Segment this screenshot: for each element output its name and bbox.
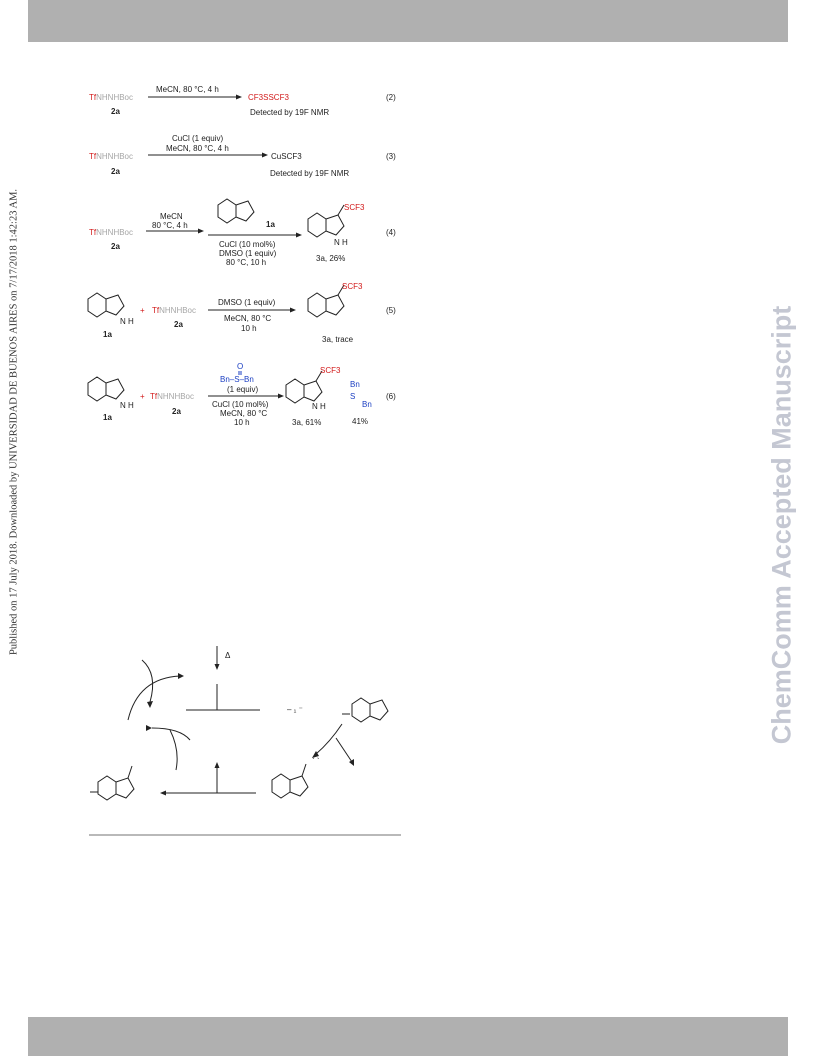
compound-2a-label: 2a [111,107,120,116]
figure-rule [89,834,401,836]
svg-text:+: + [140,392,145,401]
svg-text:DMSO (1 equiv): DMSO (1 equiv) [218,298,276,307]
svg-text:N H: N H [120,317,134,326]
footer-bar [28,1017,788,1056]
eq3-conditions-top: CuCl (1 equiv) [172,134,223,143]
svg-text:N H: N H [312,402,326,411]
svg-text:Bn: Bn [350,380,360,389]
svg-text:1a: 1a [266,220,275,229]
indole-1a-structure [217,198,255,224]
svg-text:MeCN, 80 °C: MeCN, 80 °C [220,409,267,418]
indole-structure [351,697,389,723]
eq2-conditions: MeCN, 80 °C, 4 h [156,85,219,94]
svg-text:1a: 1a [103,413,112,422]
indole-structure [271,763,309,799]
sulfoxide-oxygen: O [237,362,243,371]
svg-text:(5): (5) [386,306,396,315]
eq2-product: CF3SSCF3 [248,93,289,102]
svg-text:2a: 2a [174,320,183,329]
svg-text:3a, 26%: 3a, 26% [316,254,345,263]
header-bar [28,0,788,42]
indole-1a-structure [87,292,125,318]
product-3a-structure [307,204,345,238]
svg-text:10 h: 10 h [241,324,257,333]
indole-structure [97,765,135,801]
svg-text:SCF3: SCF3 [320,366,341,375]
svg-text:MeCN: MeCN [160,212,183,221]
svg-text:2a: 2a [172,407,181,416]
mechanism-cycle: Δ – ₁ ⁻ ` ` [90,646,389,801]
eq2-number: (2) [386,93,396,102]
reaction-scheme: TfNHNHBoc 2a MeCN, 80 °C, 4 h CF3SSCF3 D… [87,85,396,427]
svg-text:80 °C, 4 h: 80 °C, 4 h [152,221,188,230]
svg-text:TfNHNHBoc: TfNHNHBoc [89,93,133,102]
svg-text:3a, 61%: 3a, 61% [292,418,321,427]
nhnhboc-label: NHNHBoc [96,93,133,102]
product-3a-structure [285,370,323,404]
svg-text:CuCl (10 mol%): CuCl (10 mol%) [219,240,276,249]
fragment-label: – ₁ ⁻ [287,705,303,714]
equation-2: TfNHNHBoc 2a MeCN, 80 °C, 4 h CF3SSCF3 D… [89,85,396,117]
svg-text:(1 equiv): (1 equiv) [227,385,258,394]
eq2-note: Detected by 19F NMR [250,108,329,117]
svg-text:+: + [140,306,145,315]
svg-text:TfNHNHBoc: TfNHNHBoc [89,228,133,237]
svg-text:10 h: 10 h [234,418,250,427]
svg-text:2a: 2a [111,167,120,176]
equation-4: TfNHNHBoc 2a MeCN 80 °C, 4 h 1a CuCl (10… [89,198,396,267]
tf-label: Tf [89,93,97,102]
svg-text:3a, trace: 3a, trace [322,335,354,344]
svg-text:TfNHNHBoc: TfNHNHBoc [152,306,196,315]
indole-1a-structure [87,376,125,402]
svg-text:41%: 41% [352,417,368,426]
sulfoxide: Bn–S–Bn [220,375,254,384]
equation-6: N H 1a + TfNHNHBoc 2a O Bn–S–Bn (1 equiv… [87,362,396,427]
svg-text:S: S [350,392,355,401]
eq3-note: Detected by 19F NMR [270,169,349,178]
svg-text:N H: N H [120,401,134,410]
heat-symbol: Δ [225,651,231,660]
svg-text:1a: 1a [103,330,112,339]
svg-text:SCF3: SCF3 [342,282,363,291]
svg-text:2a: 2a [111,242,120,251]
svg-text:TfNHNHBoc: TfNHNHBoc [89,152,133,161]
equation-5: N H 1a + TfNHNHBoc 2a DMSO (1 equiv) MeC… [87,282,396,344]
svg-text:TfNHNHBoc: TfNHNHBoc [150,392,194,401]
accepted-manuscript-watermark: ChemComm Accepted Manuscript [766,305,797,745]
svg-text:(6): (6) [386,392,396,401]
download-notice: Published on 17 July 2018. Downloaded by… [8,188,20,656]
svg-text:80 °C, 10 h: 80 °C, 10 h [226,258,266,267]
tick-marks: ` ` [312,757,320,766]
svg-text:SCF3: SCF3 [344,203,365,212]
svg-text:DMSO (1 equiv): DMSO (1 equiv) [219,249,277,258]
svg-text:CuCl (10 mol%): CuCl (10 mol%) [212,400,269,409]
eq3-product: CuSCF3 [271,152,302,161]
svg-text:N H: N H [334,238,348,247]
eq3-conditions-bottom: MeCN, 80 °C, 4 h [166,144,229,153]
svg-text:(4): (4) [386,228,396,237]
equation-3: TfNHNHBoc 2a CuCl (1 equiv) MeCN, 80 °C,… [89,134,396,178]
svg-text:Bn: Bn [362,400,372,409]
eq3-number: (3) [386,152,396,161]
svg-text:MeCN, 80 °C: MeCN, 80 °C [224,314,271,323]
product-3a-structure [307,284,345,318]
cycle-curved-arrow [127,675,181,721]
